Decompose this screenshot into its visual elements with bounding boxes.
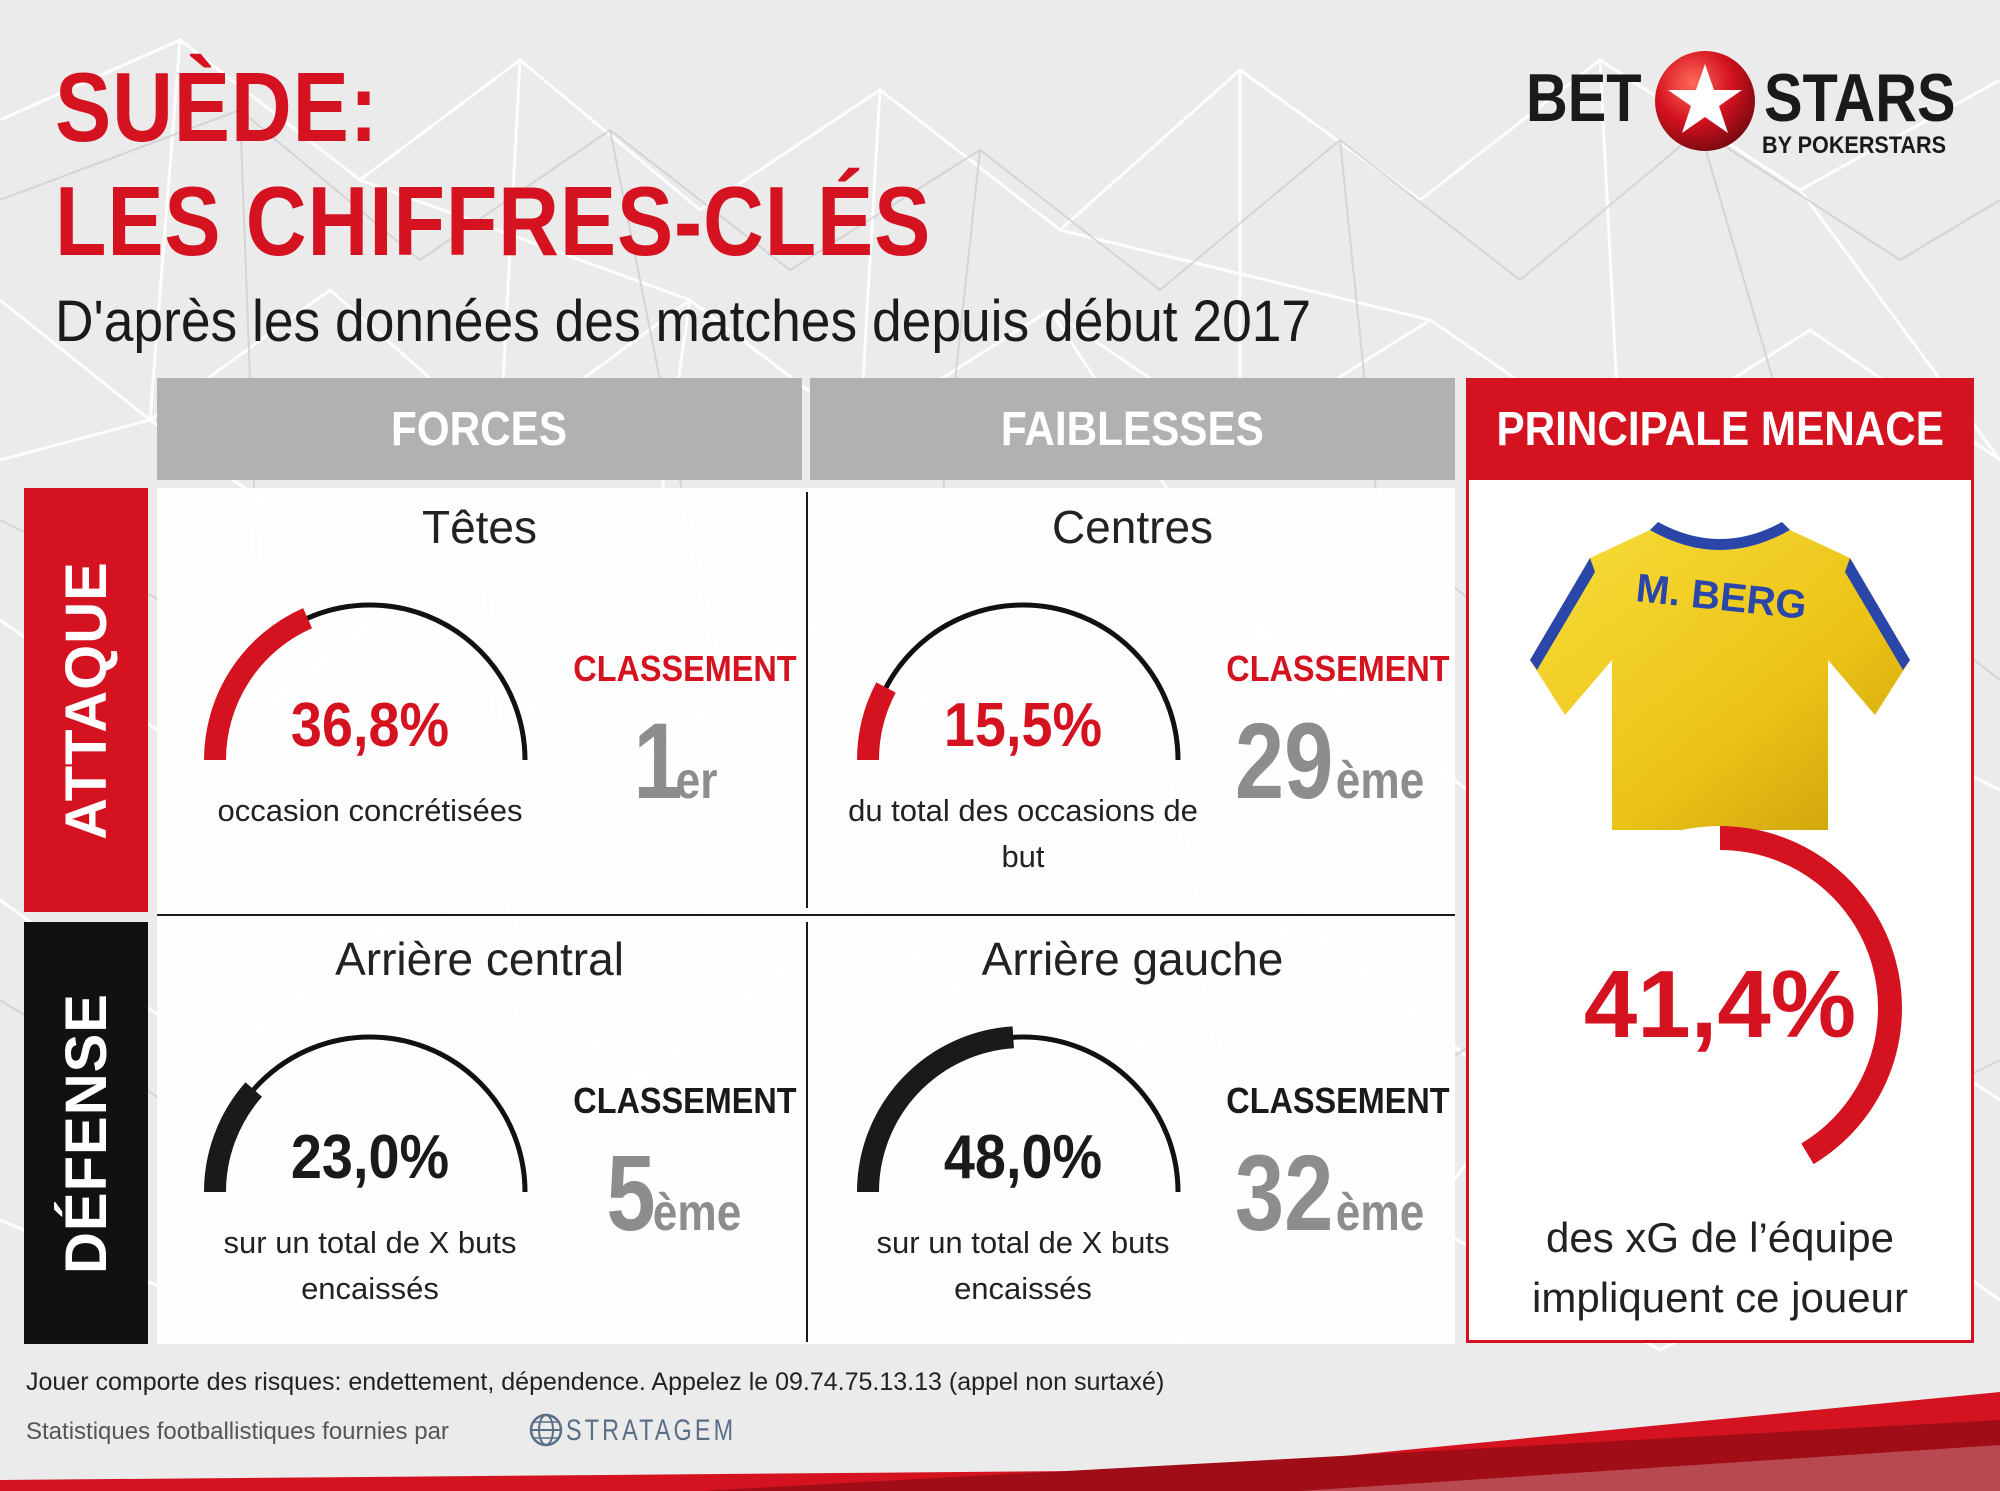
gauge-caption-arriere-gauche: sur un total de X buts encaissés [876,1225,1170,1306]
gauge-value-arriere-gauche: 48,0% [943,1123,1103,1192]
gauge-value-centres: 15,5% [943,691,1103,760]
donut-background [1538,826,1902,1190]
gauge-caption-centres: du total des occasions de but [848,793,1198,874]
cell-title-centres: Centres [1051,501,1214,553]
jersey-image: M. BERG [1530,522,1910,830]
cell-title-arriere-gauche: Arrière gauche [981,933,1284,985]
gauge-value-tetes: 36,8% [290,691,450,760]
globe-icon [529,1413,563,1447]
gauge-value-arriere-central: 23,0% [290,1123,450,1192]
donut-value-arc [1719,826,1902,1165]
footer-disclaimer: Jouer comporte des risques: endettement,… [26,1368,1165,1396]
rank-value-arriere-gauche: 32ème [1234,1132,1425,1253]
subtitle: D'après les données des matches depuis d… [55,289,1312,354]
gauge-arriere-gauche [857,1026,1181,1193]
gauge-value-arc [857,1026,1015,1193]
title-line-2: LES CHIFFRES-CLÉS [55,166,932,276]
title-line-1: SUÈDE: [55,52,379,162]
rank-label-arriere-gauche: CLASSEMENT [1226,1080,1450,1121]
rank-value-arriere-central: 5ème [606,1132,742,1253]
column-header-faiblesses: FAIBLESSES [810,378,1455,480]
rank-value-tetes: 1er [633,700,718,821]
menace-caption: des xG de l’équipe impliquent ce joueur [1532,1214,1908,1321]
gauge-tetes [204,602,528,761]
row-label-attaque: ATTAQUE [24,488,148,912]
gauge-caption-arriere-central: sur un total de X buts encaissés [223,1225,517,1306]
cell-title-arriere-central: Arrière central [335,933,624,985]
donut-menace [1538,826,1902,1190]
gauge-caption-tetes: occasion concrétisées [217,793,523,828]
column-header-menace: PRINCIPALE MENACE [1466,378,1974,480]
rank-label-arriere-central: CLASSEMENT [573,1080,797,1121]
divider-horizontal [157,914,1455,916]
rank-label-centres: CLASSEMENT [1226,648,1450,689]
gauge-value-arc [204,1082,263,1193]
gauge-arriere-central [204,1034,528,1193]
menace-value: 41,4% [1583,951,1857,1058]
gauge-centres [857,602,1181,761]
footer-stats-by: Statistiques footballistiques fournies p… [26,1418,449,1445]
logo-by-text: BY POKERSTARS [1762,132,1947,159]
star-ball-icon [1655,51,1755,151]
column-header-forces: FORCES [157,378,802,480]
row-label-defense: DÉFENSE [24,922,148,1344]
rank-value-centres: 29ème [1234,700,1425,821]
stratagem-logo-text: STRATAGEM [566,1414,737,1447]
rank-label-tetes: CLASSEMENT [573,648,797,689]
gauge-value-arc [204,608,313,761]
logo-bet-text: BET [1526,60,1642,136]
divider-vertical-bottom [806,922,808,1342]
divider-vertical-top [806,492,808,908]
cell-title-tetes: Têtes [421,501,538,553]
gauge-value-arc [857,682,896,761]
logo-stars-text: STARS [1764,60,1956,136]
